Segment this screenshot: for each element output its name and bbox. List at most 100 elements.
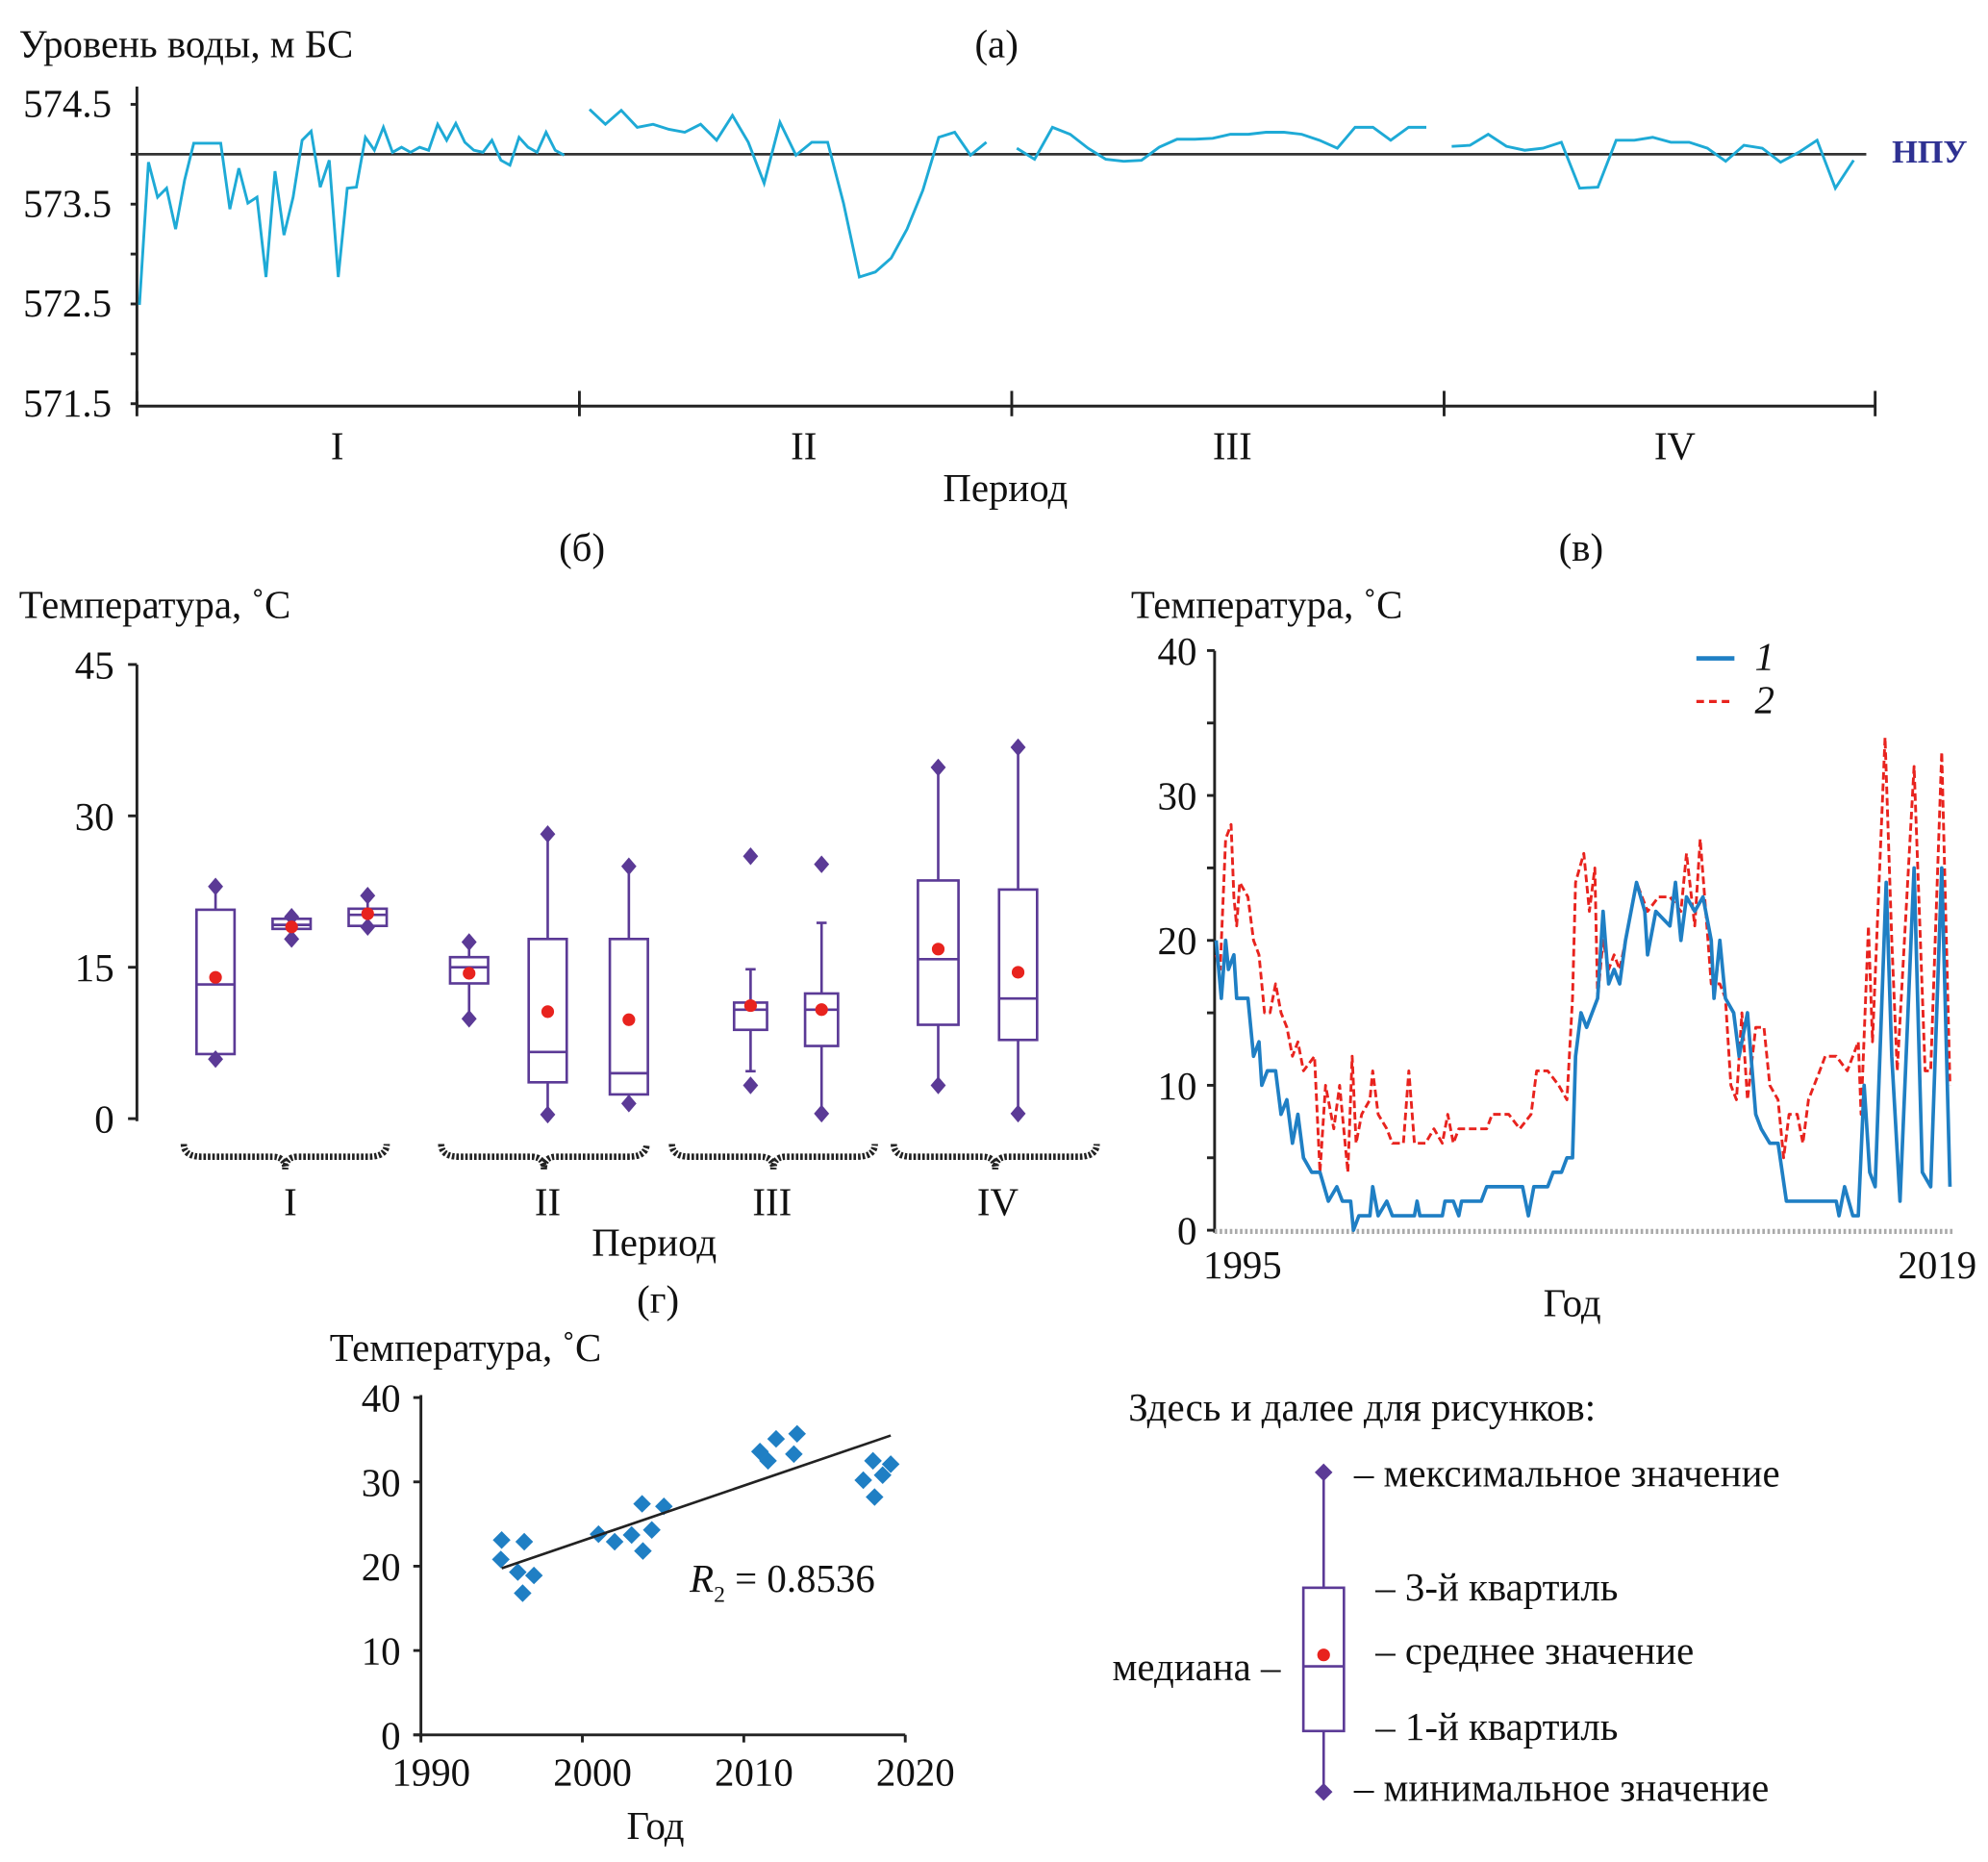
- max-diamond: [742, 847, 759, 866]
- panel-b-xlabel: Период: [591, 1220, 717, 1264]
- y-tick-label: 571.5: [23, 382, 112, 425]
- scatter-point: [881, 1455, 900, 1473]
- legend-median-text: медиана –: [1113, 1646, 1281, 1689]
- series-1-line: [1214, 866, 1952, 1232]
- water-level-line-period-1: [138, 120, 566, 306]
- scatter-point: [605, 1532, 624, 1551]
- scatter-point: [514, 1584, 532, 1602]
- scatter-point: [633, 1495, 651, 1513]
- scatter-point: [492, 1531, 511, 1549]
- legend-min-text: – минимальное значение: [1353, 1766, 1769, 1809]
- legend-label-2: 2: [1754, 678, 1774, 721]
- scatter-point: [515, 1532, 534, 1551]
- panel-d-xlabel: Год: [626, 1804, 684, 1848]
- legend-max-text: – мексимальное значение: [1353, 1451, 1780, 1495]
- legend-title: Здесь и далее для рисунков:: [1128, 1386, 1596, 1429]
- y-tick-label: 10: [362, 1630, 401, 1673]
- min-diamond: [814, 1104, 830, 1123]
- y-tick-label: 15: [75, 946, 114, 990]
- y-tick-label: 0: [381, 1714, 400, 1757]
- series-2-line: [1215, 736, 1951, 1174]
- y-tick-label: 0: [94, 1098, 113, 1142]
- r-subscript: 2: [714, 1582, 725, 1607]
- period-brace: [891, 1144, 1100, 1170]
- x-tick-label: 1995: [1203, 1244, 1282, 1287]
- panel-d-label: (г): [637, 1278, 679, 1321]
- panel-d-ylabel: Температура, ˚С: [330, 1326, 602, 1370]
- max-diamond: [1010, 738, 1026, 757]
- legend-label-1: 1: [1754, 635, 1774, 678]
- y-tick-label: 40: [1158, 630, 1197, 673]
- period-label: III: [1213, 425, 1252, 468]
- scatter-point: [788, 1424, 806, 1444]
- y-tick-label: 572.5: [23, 282, 112, 325]
- scatter-point: [767, 1429, 786, 1448]
- scatter-point: [866, 1488, 884, 1506]
- scatter-point: [854, 1471, 872, 1490]
- y-tick-label: 574.5: [23, 83, 112, 126]
- period-label: III: [752, 1180, 792, 1223]
- scatter-point: [491, 1550, 510, 1569]
- r-squared-annotation: R2 = 0.8536: [689, 1557, 875, 1608]
- y-tick-label: 30: [75, 795, 114, 839]
- max-diamond: [540, 824, 556, 843]
- min-diamond: [1010, 1104, 1026, 1123]
- period-label: II: [791, 425, 817, 468]
- box: [803, 992, 840, 1047]
- y-tick-label: 10: [1158, 1065, 1197, 1108]
- period-label: IV: [977, 1180, 1019, 1223]
- x-tick-label: 1990: [391, 1750, 470, 1794]
- min-diamond: [360, 918, 376, 936]
- panel-a-label: (a): [974, 23, 1018, 66]
- y-tick-label: 20: [362, 1546, 401, 1589]
- y-tick-label: 45: [75, 643, 114, 687]
- min-diamond: [208, 1049, 224, 1069]
- scatter-point: [785, 1445, 803, 1464]
- max-diamond: [930, 758, 946, 777]
- x-tick-label: 2000: [553, 1750, 632, 1794]
- y-tick-label: 573.5: [23, 182, 112, 225]
- min-diamond: [540, 1105, 556, 1124]
- panel-c-ylabel: Температура, ˚С: [1131, 583, 1403, 626]
- max-diamond: [461, 933, 477, 951]
- legend-max-diamond: [1315, 1463, 1333, 1482]
- legend-min-diamond: [1315, 1782, 1333, 1801]
- y-tick-label: 30: [1158, 775, 1197, 818]
- panel-b-ylabel: Температура, ˚С: [19, 583, 291, 626]
- mean-dot: [931, 943, 945, 956]
- scatter-point: [642, 1521, 661, 1539]
- period-label: II: [535, 1180, 561, 1223]
- legend-q1-text: – 1-й квартиль: [1374, 1705, 1618, 1749]
- x-tick-label: 2019: [1898, 1244, 1976, 1287]
- panel-d-scatter: Температура, ˚С (г) Год R2 = 0.8536 40 30…: [330, 1278, 955, 1848]
- period-label: IV: [1654, 425, 1697, 468]
- panel-c-xlabel: Год: [1544, 1282, 1601, 1325]
- max-diamond: [208, 877, 224, 895]
- trend-line: [501, 1434, 892, 1570]
- mean-dot: [1011, 966, 1025, 979]
- scatter-point: [873, 1466, 892, 1484]
- mean-dot: [463, 967, 476, 980]
- mean-dot: [285, 920, 298, 934]
- r-symbol: R: [689, 1557, 714, 1600]
- panel-a-ylabel: Уровень воды, м БС: [19, 23, 354, 66]
- scatter-point: [622, 1525, 641, 1545]
- legend-q3-text: – 3-й квартиль: [1374, 1566, 1618, 1609]
- panel-c-label: (в): [1559, 526, 1604, 569]
- panel-a-xlabel: Период: [943, 466, 1068, 510]
- max-diamond: [620, 857, 637, 875]
- mean-dot: [622, 1013, 636, 1026]
- mean-dot: [209, 970, 222, 984]
- period-brace: [180, 1144, 390, 1170]
- x-tick-label: 2010: [715, 1750, 793, 1794]
- scatter-point: [634, 1542, 652, 1560]
- npu-label: НПУ: [1892, 134, 1967, 170]
- period-label: I: [331, 425, 344, 468]
- mean-dot: [361, 907, 374, 920]
- box: [997, 888, 1039, 1042]
- min-diamond: [742, 1076, 759, 1095]
- water-level-line-period-3: [1016, 125, 1427, 164]
- mean-dot: [743, 998, 757, 1013]
